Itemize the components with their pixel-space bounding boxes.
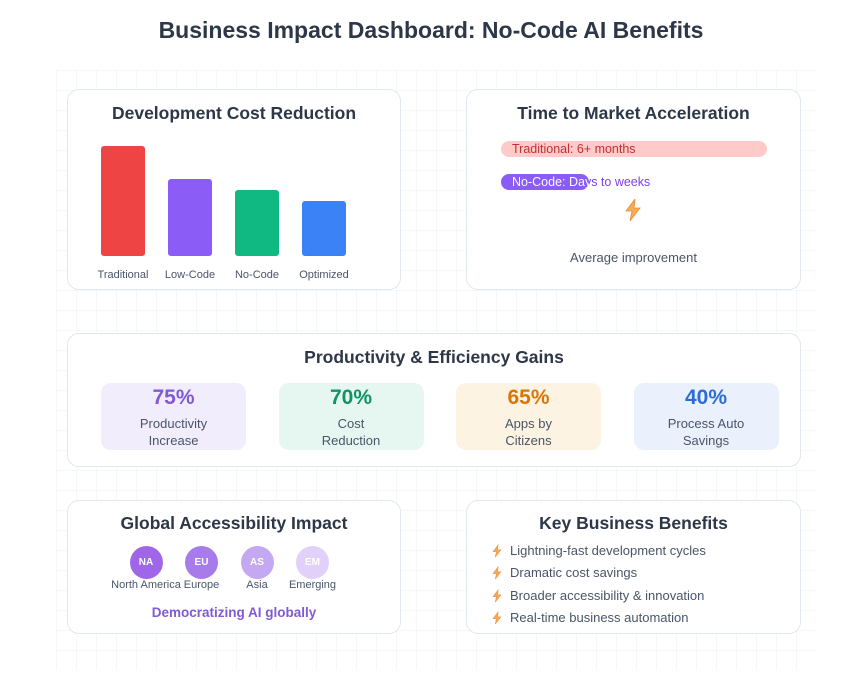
bar-low-code xyxy=(168,179,212,256)
bar-traditional xyxy=(101,146,145,256)
region-label: Asia xyxy=(246,579,268,591)
stat-card: 75% Productivity Increase xyxy=(101,383,246,450)
global-footer: Democratizing AI globally xyxy=(151,605,317,620)
benefit-text: Broader accessibility & innovation xyxy=(510,587,705,603)
lightning-icon xyxy=(492,610,502,625)
bar-label: No-Code xyxy=(234,269,280,281)
stat-card: 40% Process Auto Savings xyxy=(633,383,779,450)
productivity-title: Productivity & Efficiency Gains xyxy=(304,347,564,367)
global-title: Global Accessibility Impact xyxy=(120,513,348,533)
stat-label-line: Productivity xyxy=(139,416,208,431)
stat-value: 75% xyxy=(152,386,195,409)
region-label: Emerging xyxy=(288,579,337,591)
region-circle-na: NA xyxy=(129,546,163,579)
lightning-icon xyxy=(492,566,502,580)
bar-label: Low-Code xyxy=(164,269,216,281)
stat-value: 70% xyxy=(329,386,373,409)
stat-label: Productivity Increase xyxy=(101,415,246,449)
bar-label: Traditional xyxy=(97,269,149,281)
stat-label: Apps by Citizens xyxy=(456,415,601,449)
benefit-text: Real-time business automation xyxy=(510,609,689,625)
nocode-label-text: No-Code: Days to weeks xyxy=(512,175,651,189)
stat-label-line: Increase xyxy=(148,433,199,448)
stat-label-line: Apps by xyxy=(505,416,552,431)
bar-optimized xyxy=(302,201,346,256)
benefit-text: Dramatic cost savings xyxy=(510,565,638,581)
stat-label-line: Process Auto xyxy=(667,416,745,431)
benefits-card: Key Business Benefits Lightning-fast dev… xyxy=(466,500,801,634)
page-title: Business Impact Dashboard: No-Code AI Be… xyxy=(158,17,704,43)
productivity-card: Productivity & Efficiency Gains 75% Produ… xyxy=(67,333,801,467)
lightning-icon xyxy=(492,588,502,602)
traditional-label: Traditional: 6+ months xyxy=(512,142,636,156)
nocode-label: No-Code: Days to weeks xyxy=(512,174,650,190)
stat-label: Cost Reduction xyxy=(279,415,424,449)
dev-cost-card: Development Cost Reduction Traditional Lo… xyxy=(67,89,401,290)
stat-card: 65% Apps by Citizens xyxy=(456,383,601,450)
time-to-market-title: Time to Market Acceleration xyxy=(517,103,750,123)
stat-label-line: Cost xyxy=(337,416,365,431)
stat-value: 40% xyxy=(684,386,728,409)
benefits-title: Key Business Benefits xyxy=(539,513,728,533)
stat-card: 70% Cost Reduction xyxy=(278,383,424,450)
bar-no-code xyxy=(235,190,279,256)
region-circle-em: EM xyxy=(296,546,329,579)
global-card: Global Accessibility Impact NA North Amer… xyxy=(67,500,401,634)
lightning-icon xyxy=(492,544,502,558)
stat-label-line: Citizens xyxy=(505,433,552,448)
bar-label: Optimized xyxy=(299,269,349,281)
region-circle-eu: EU xyxy=(185,546,218,579)
nocode-bar xyxy=(501,174,589,190)
time-to-market-card: Time to Market Acceleration Traditional:… xyxy=(466,89,801,290)
traditional-bar xyxy=(501,141,767,157)
region-circle-as: AS xyxy=(240,546,274,579)
dev-cost-title: Development Cost Reduction xyxy=(111,103,357,123)
lightning-icon xyxy=(625,199,641,221)
region-label: North America xyxy=(111,579,181,591)
stat-label-line: Reduction xyxy=(321,433,381,448)
stat-label: Process Auto Savings xyxy=(634,415,779,449)
stat-label-line: Savings xyxy=(682,433,730,448)
region-label: Europe xyxy=(183,579,220,591)
stat-value: 65% xyxy=(507,386,550,409)
benefit-text: Lightning-fast development cycles xyxy=(510,543,706,558)
average-improvement-caption: Average improvement xyxy=(570,250,697,265)
